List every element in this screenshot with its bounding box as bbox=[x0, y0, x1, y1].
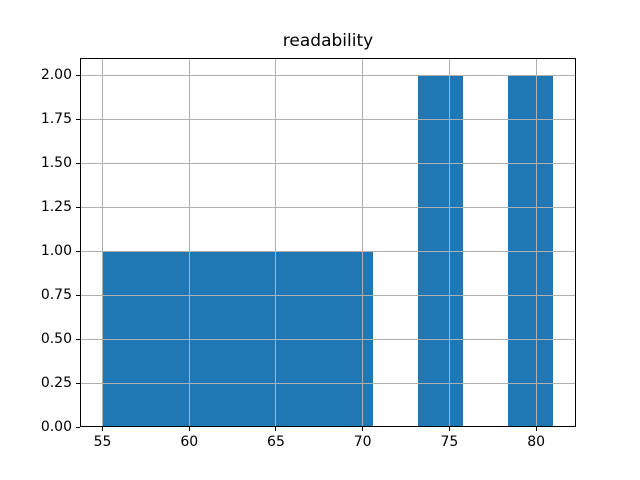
horizontal-gridline bbox=[80, 162, 576, 164]
x-tick-label: 80 bbox=[527, 434, 546, 451]
x-tick-mark bbox=[188, 427, 190, 432]
horizontal-gridline bbox=[80, 338, 576, 340]
vertical-gridline bbox=[102, 57, 104, 428]
y-tick-label: 0.50 bbox=[40, 331, 72, 348]
chart-title: readability bbox=[282, 31, 374, 51]
y-tick-mark bbox=[76, 294, 80, 296]
x-tick-label: 65 bbox=[267, 434, 285, 451]
y-tick-mark bbox=[76, 250, 80, 252]
vertical-gridline bbox=[188, 57, 190, 428]
vertical-gridline bbox=[535, 57, 537, 428]
x-tick-label: 75 bbox=[440, 434, 459, 451]
vertical-gridline bbox=[275, 57, 277, 428]
x-tick-mark bbox=[535, 427, 537, 432]
x-tick-mark bbox=[448, 427, 450, 432]
horizontal-gridline bbox=[80, 74, 576, 76]
y-tick-label: 1.25 bbox=[40, 199, 72, 216]
y-tick-mark bbox=[76, 382, 80, 384]
horizontal-gridline bbox=[80, 118, 576, 120]
y-tick-label: 2.00 bbox=[40, 67, 72, 84]
x-tick-label: 60 bbox=[180, 434, 199, 451]
y-tick-label: 1.50 bbox=[40, 155, 72, 172]
x-tick-label: 70 bbox=[353, 434, 372, 451]
y-tick-label: 1.75 bbox=[40, 111, 72, 128]
horizontal-gridline bbox=[80, 426, 576, 428]
y-tick-mark bbox=[76, 206, 80, 208]
y-tick-mark bbox=[76, 338, 80, 340]
y-tick-mark bbox=[76, 118, 80, 120]
horizontal-gridline bbox=[80, 294, 576, 296]
horizontal-gridline bbox=[80, 382, 576, 384]
x-tick-label: 55 bbox=[93, 434, 112, 451]
horizontal-gridline bbox=[80, 250, 576, 252]
x-tick-mark bbox=[275, 427, 277, 432]
horizontal-gridline bbox=[80, 206, 576, 208]
y-tick-label: 0.00 bbox=[40, 419, 72, 436]
y-tick-label: 0.25 bbox=[40, 375, 72, 392]
y-tick-mark bbox=[76, 74, 80, 76]
vertical-gridline bbox=[448, 57, 450, 428]
vertical-gridline bbox=[362, 57, 364, 428]
y-tick-label: 1.00 bbox=[40, 243, 72, 260]
y-tick-label: 0.75 bbox=[40, 287, 72, 304]
plot-area bbox=[80, 57, 576, 428]
y-tick-mark bbox=[76, 162, 80, 164]
x-tick-mark bbox=[102, 427, 104, 432]
y-tick-mark bbox=[76, 426, 80, 428]
x-tick-mark bbox=[362, 427, 364, 432]
